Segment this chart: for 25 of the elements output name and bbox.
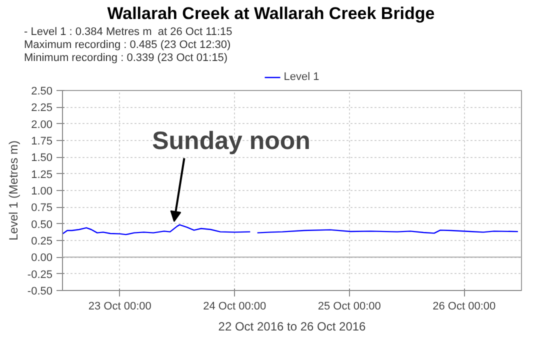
y-tick-label: 0.50	[31, 218, 53, 231]
y-tick-label: 0.00	[31, 252, 53, 264]
y-tick-label: 0.75	[31, 202, 53, 214]
y-tick-label: -0.25	[27, 268, 53, 281]
annotation: Sunday noon	[152, 126, 310, 155]
y-tick-label: 1.00	[31, 186, 53, 198]
y-tick-label: 1.50	[31, 152, 53, 164]
y-tick-label: 2.50	[31, 86, 53, 98]
text: Minimum recording : 0.339 (23 Oct 01:15)	[24, 52, 229, 65]
x-tick-label: 26 Oct 00:00	[432, 300, 496, 312]
y-axis-title: Level 1 (Metres m)	[6, 140, 20, 241]
x-tick-label: 24 Oct 00:00	[203, 300, 266, 312]
chart-title: Wallarah Creek at Wallarah Creek Bridge	[106, 4, 436, 24]
x-axis-title: 22 Oct 2016 to 26 Oct 2016	[218, 320, 366, 334]
x-tick-label: 25 Oct 00:00	[318, 300, 381, 312]
y-tick-label: 1.25	[31, 168, 53, 181]
x-tick-label: 23 Oct 00:00	[88, 300, 152, 312]
y-tick-label: -0.50	[27, 286, 53, 298]
text: - Level 1 : 0.384 Metres m at 26 Oct 11:15	[24, 26, 234, 39]
y-tick-label: 2.25	[31, 102, 53, 114]
y-tick-label: 1.75	[31, 136, 53, 148]
legend-label: Level 1	[284, 71, 320, 83]
text: Maximum recording : 0.485 (23 Oct 12:30)	[24, 39, 232, 52]
y-tick-label: 2.00	[31, 118, 53, 131]
y-tick-label: 0.25	[31, 236, 53, 248]
